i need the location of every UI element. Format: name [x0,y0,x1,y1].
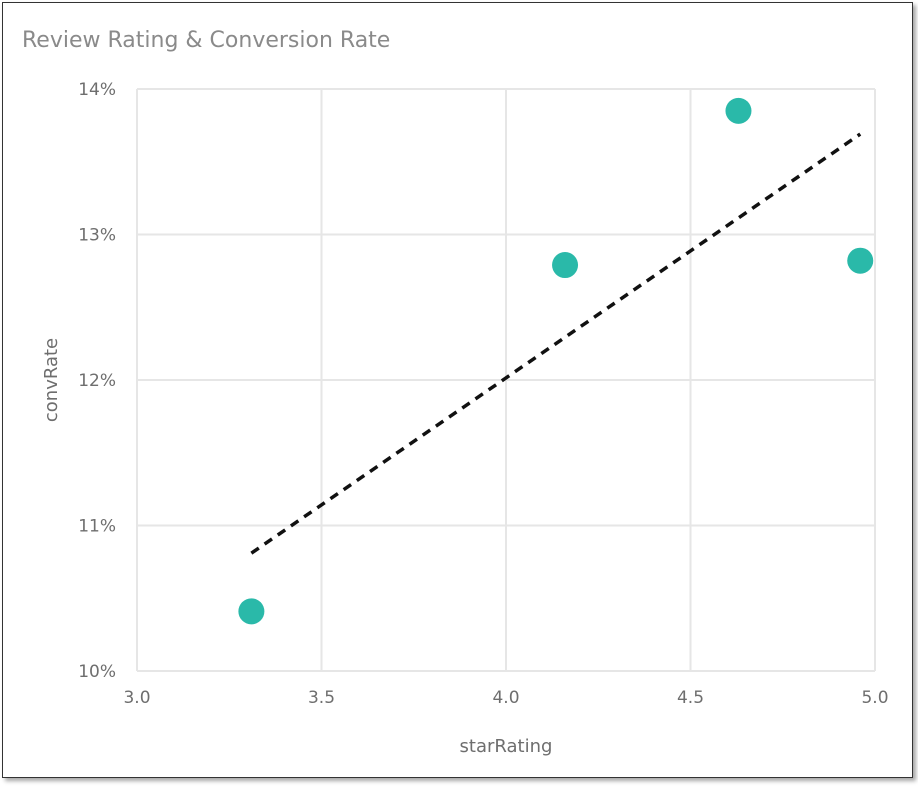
y-tick-label: 14% [78,80,116,100]
data-points [238,97,874,625]
y-axis-ticks: 10% 11% 12% 13% 14% [78,80,116,682]
y-axis-title: convRate [41,338,62,422]
y-tick-label: 13% [78,226,116,246]
x-tick-label: 3.0 [123,688,150,708]
y-tick-label: 11% [78,517,116,537]
data-point[interactable] [238,598,265,625]
y-tick-label: 10% [78,662,116,682]
x-tick-label: 4.5 [677,688,704,708]
chart-title: Review Rating & Conversion Rate [22,28,391,53]
y-tick-label: 12% [78,371,116,391]
data-point[interactable] [847,247,874,274]
data-point[interactable] [552,252,579,279]
chart-frame [2,2,913,778]
x-axis-ticks: 3.0 3.5 4.0 4.5 5.0 [123,688,888,708]
x-tick-label: 3.5 [308,688,335,708]
x-axis-title: starRating [460,736,553,757]
trendline [250,132,862,555]
x-tick-label: 4.0 [492,688,519,708]
x-tick-label: 5.0 [861,688,888,708]
data-point[interactable] [725,97,752,124]
